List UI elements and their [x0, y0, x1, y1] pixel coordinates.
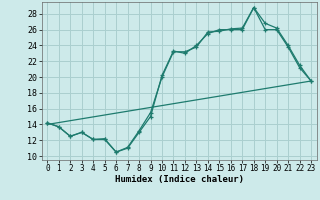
X-axis label: Humidex (Indice chaleur): Humidex (Indice chaleur) [115, 175, 244, 184]
